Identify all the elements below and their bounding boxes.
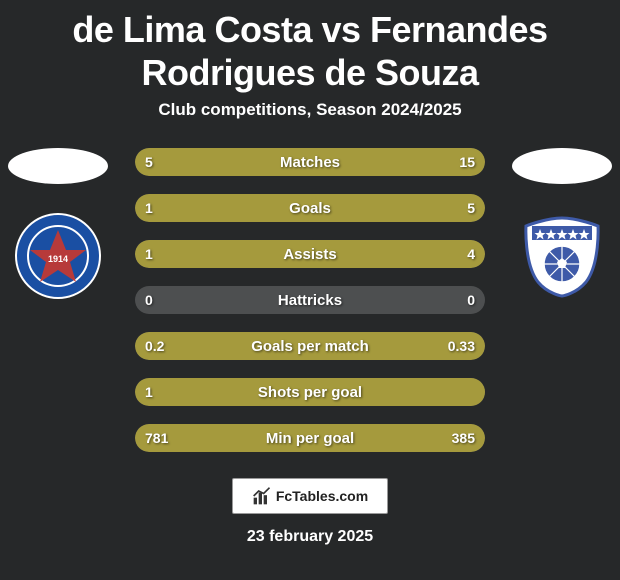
stat-label: Shots per goal [135, 384, 485, 401]
footer-date: 23 february 2025 [0, 528, 620, 546]
stat-row: 14Assists [135, 240, 485, 268]
club-badge-right [518, 212, 606, 300]
stat-label: Goals per match [135, 338, 485, 355]
stat-label: Matches [135, 154, 485, 171]
stat-row: 515Matches [135, 148, 485, 176]
stat-label: Min per goal [135, 430, 485, 447]
stat-row: 00Hattricks [135, 286, 485, 314]
stat-row: 15Goals [135, 194, 485, 222]
comparison-content: 1914 515Matches15Go [0, 148, 620, 452]
club-badge-right-icon [518, 212, 606, 300]
svg-text:1914: 1914 [48, 254, 68, 264]
footer-brand-text: FcTables.com [276, 488, 368, 504]
player-right-column [512, 148, 612, 300]
bar-chart-icon [252, 486, 272, 506]
player-right-photo [512, 148, 612, 184]
player-left-photo [8, 148, 108, 184]
stat-row: 1Shots per goal [135, 378, 485, 406]
player-left-column: 1914 [8, 148, 108, 300]
subtitle: Club competitions, Season 2024/2025 [0, 100, 620, 120]
footer-brand-logo: FcTables.com [232, 478, 388, 514]
stat-bars: 515Matches 15Goals 14Assists 00Hattricks 0.2… [135, 148, 485, 452]
stat-row: 781385Min per goal [135, 424, 485, 452]
stat-label: Assists [135, 246, 485, 263]
club-badge-left: 1914 [14, 212, 102, 300]
club-badge-left-icon: 1914 [14, 212, 102, 300]
page-title: de Lima Costa vs Fernandes Rodrigues de … [0, 0, 620, 100]
stat-row: 0.20.33Goals per match [135, 332, 485, 360]
stat-label: Hattricks [135, 292, 485, 309]
stat-label: Goals [135, 200, 485, 217]
